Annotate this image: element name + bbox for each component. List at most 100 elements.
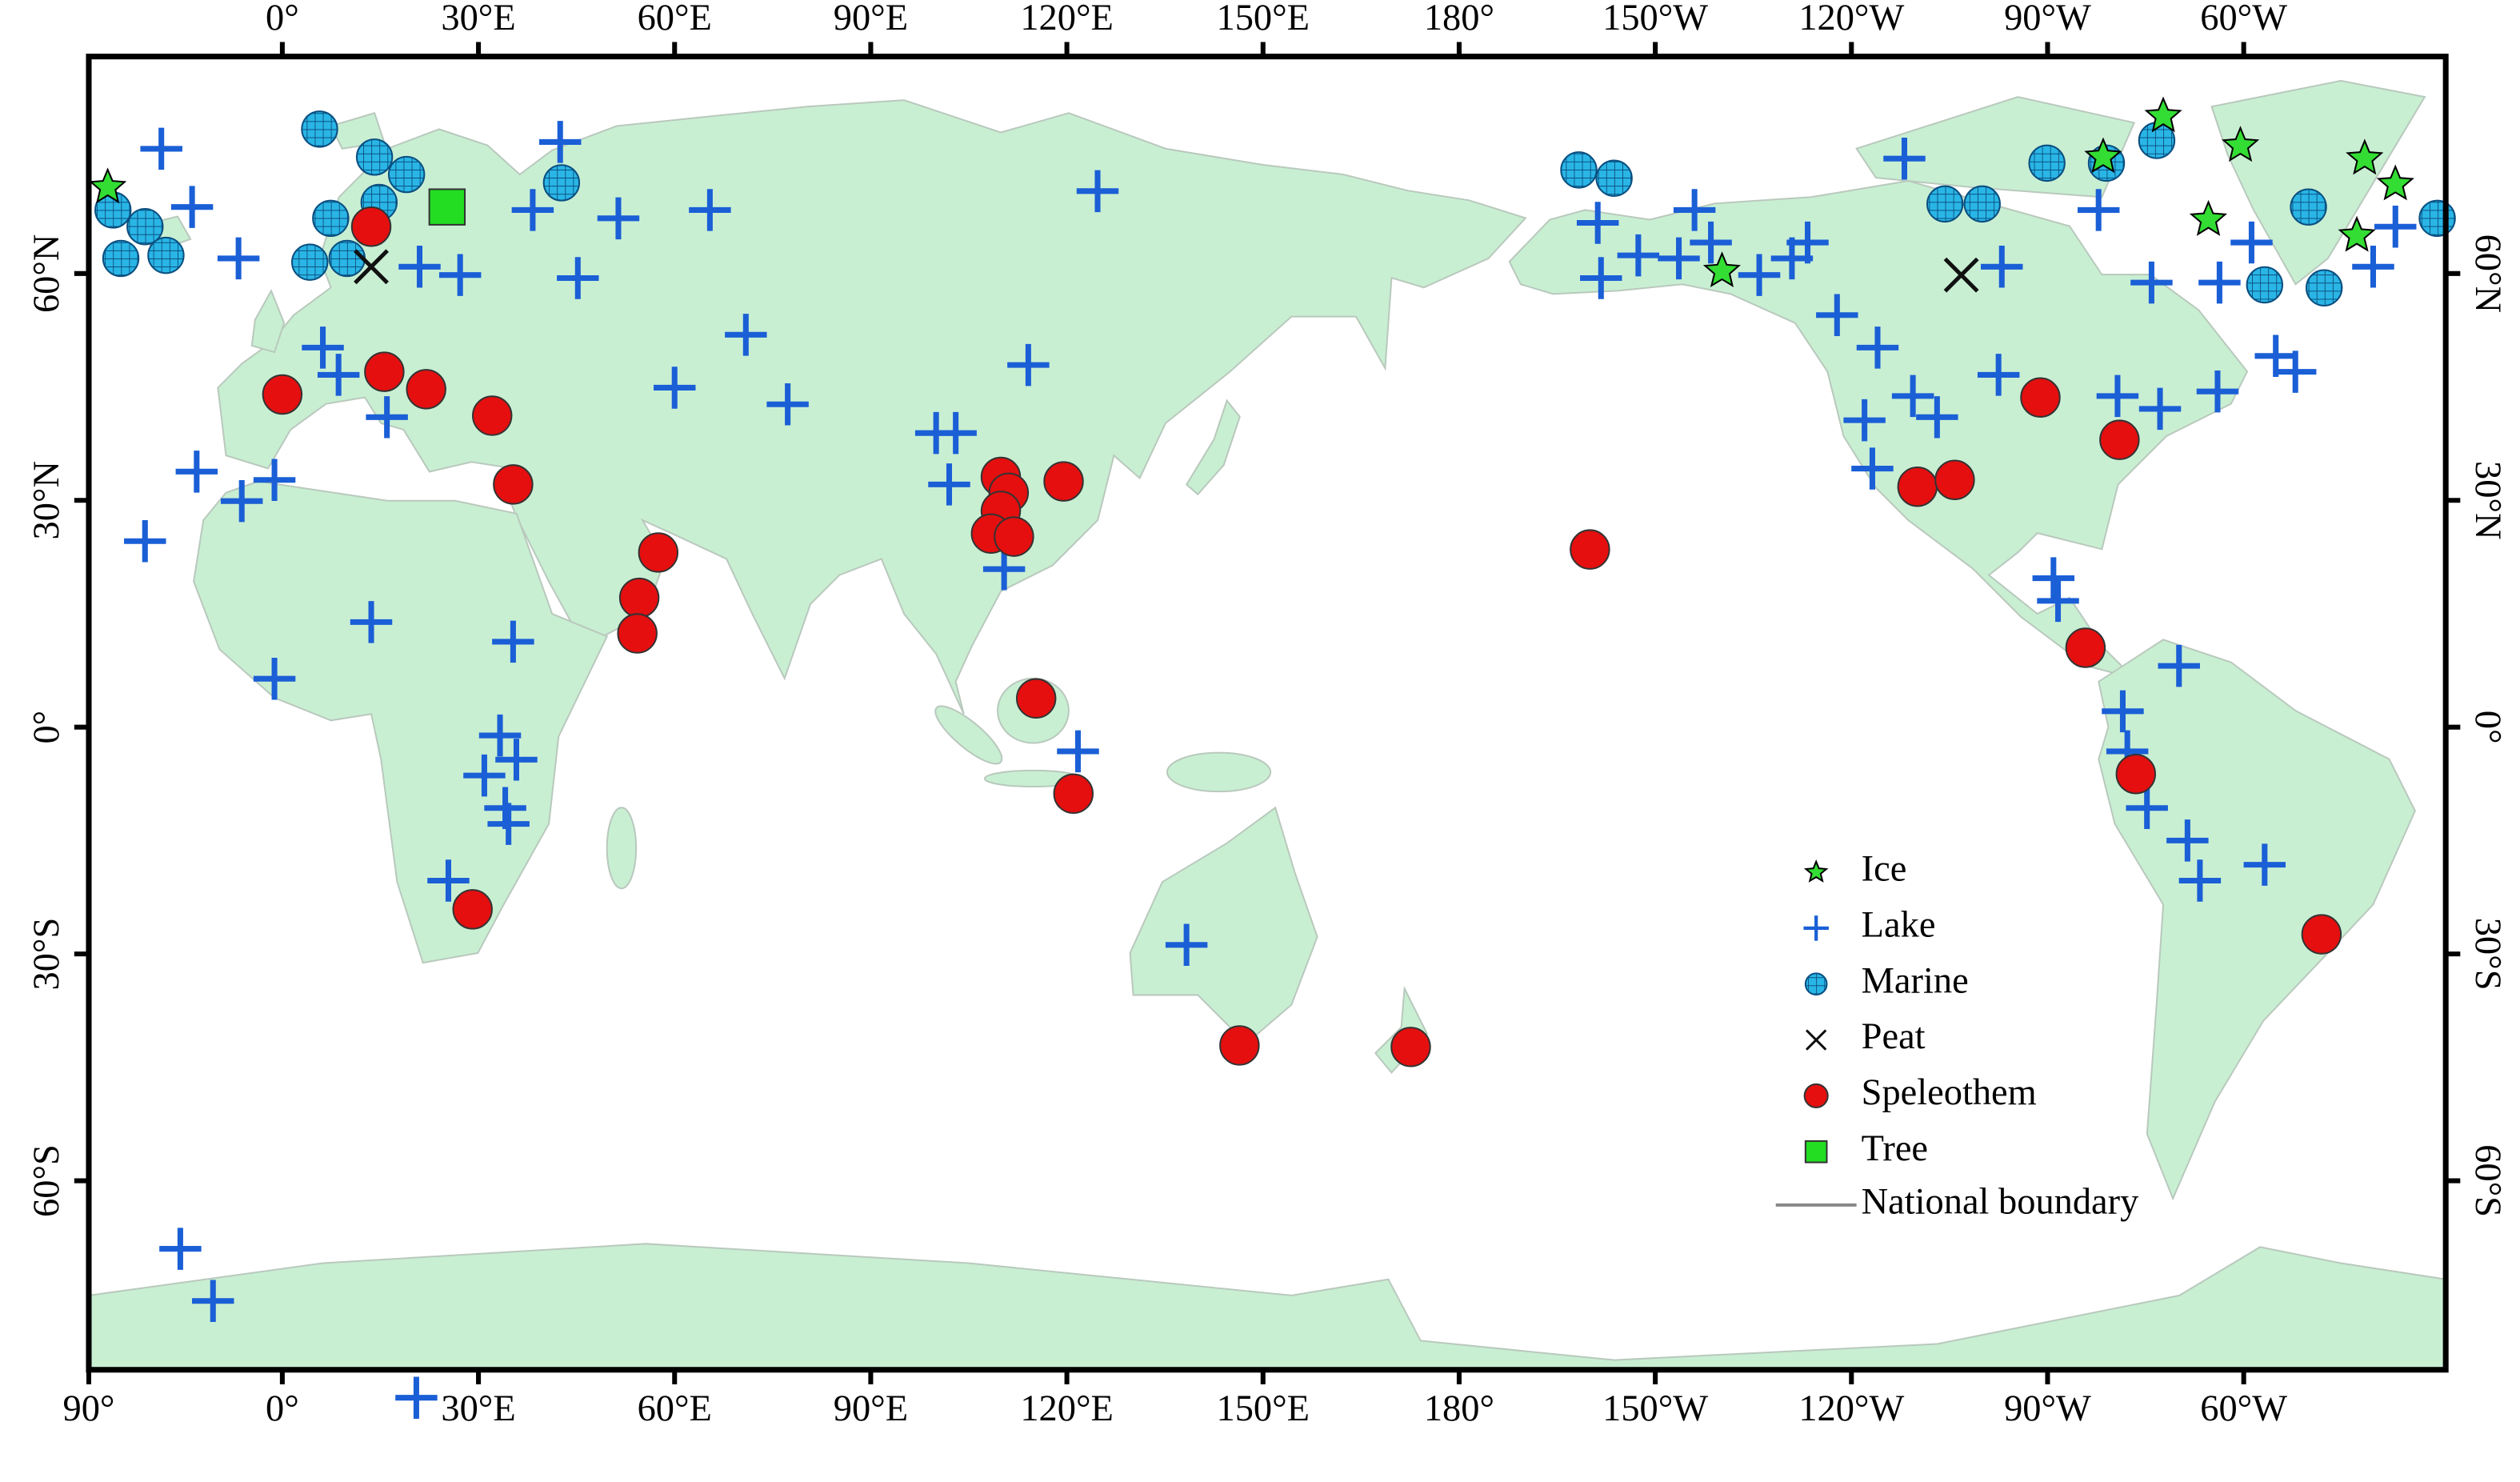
x-tick-label: 30°E xyxy=(441,0,515,38)
speleothem-marker xyxy=(1219,1025,1260,1066)
legend-marker xyxy=(1804,1140,1828,1164)
lake-marker xyxy=(1843,399,1886,442)
ice-marker xyxy=(89,167,127,204)
lake-marker xyxy=(170,186,214,228)
x-tick-label: 90°W xyxy=(2004,0,2091,38)
y-tick-label: 0° xyxy=(26,711,67,744)
speleothem-marker xyxy=(493,464,534,505)
lake-marker xyxy=(192,1280,234,1323)
x-tick-label: 90°E xyxy=(834,1388,908,1429)
legend-marker xyxy=(1803,915,1829,941)
lake-marker xyxy=(1883,137,1926,180)
x-tick-label: 60°W xyxy=(2200,1388,2287,1429)
lake-marker xyxy=(2274,350,2317,393)
x-tick-label: 180° xyxy=(1424,1388,1494,1429)
marine-marker xyxy=(301,110,338,148)
lake-marker xyxy=(220,479,263,523)
speleothem-marker xyxy=(364,351,405,392)
x-tick-label: 90° xyxy=(63,1388,115,1429)
lake-marker xyxy=(1576,202,1619,244)
lake-marker xyxy=(2102,690,2144,733)
ice-marker xyxy=(2189,199,2228,236)
lake-marker xyxy=(1981,246,2023,288)
speleothem-marker xyxy=(350,206,392,247)
speleothem-marker xyxy=(2099,419,2140,460)
lake-marker xyxy=(124,520,166,563)
lake-marker xyxy=(217,237,260,280)
lake-marker xyxy=(1916,396,1958,439)
lake-marker xyxy=(487,803,530,845)
ice-marker xyxy=(2144,96,2182,133)
lake-marker xyxy=(1673,189,1716,231)
lake-marker xyxy=(766,383,809,426)
ice-marker xyxy=(1702,251,1741,287)
south-america xyxy=(2098,639,2416,1201)
marine-marker xyxy=(542,164,581,202)
x-tick-label: 60°E xyxy=(638,0,712,38)
y-tick-label: 30°N xyxy=(2467,461,2508,540)
speleothem-marker xyxy=(1897,467,1938,507)
lake-marker xyxy=(253,459,296,501)
lake-marker xyxy=(2037,579,2079,623)
y-tick-label: 60°S xyxy=(2467,1144,2508,1217)
frame xyxy=(86,54,2449,1373)
speleothem-marker xyxy=(1934,459,1975,500)
x-tick-label: 150°E xyxy=(1217,1388,1310,1429)
legend-marker xyxy=(1804,972,1828,996)
speleothem-marker xyxy=(617,613,658,654)
legend-marker xyxy=(1803,859,1829,883)
lake-marker xyxy=(557,257,599,299)
lake-marker xyxy=(1856,326,1899,369)
lake-marker xyxy=(175,451,218,493)
speleothem-marker xyxy=(1053,773,1094,815)
legend-label: Tree xyxy=(1862,1128,1928,1169)
land xyxy=(88,79,2446,1370)
lake-marker xyxy=(511,189,554,231)
lake-marker xyxy=(317,354,360,396)
legend-label: Ice xyxy=(1862,849,1907,890)
lake-marker xyxy=(1165,923,1208,967)
lake-marker xyxy=(1770,237,1814,280)
y-tick-label: 60°N xyxy=(26,234,67,314)
speleothem-marker xyxy=(1043,461,1084,502)
lake-marker xyxy=(2096,375,2139,418)
lake-marker xyxy=(1076,170,1119,213)
lake-marker xyxy=(538,121,582,163)
ice-marker xyxy=(2222,126,2260,162)
speleothem-marker xyxy=(262,374,303,415)
new-guinea xyxy=(1166,751,1272,793)
lake-marker xyxy=(398,246,441,288)
ice-marker xyxy=(2084,137,2122,174)
marine-marker xyxy=(1926,185,1964,223)
marine-marker xyxy=(355,138,394,176)
lake-marker xyxy=(302,326,344,369)
lake-marker xyxy=(2032,557,2075,599)
lake-marker xyxy=(2198,261,2241,304)
speleothem-marker xyxy=(472,395,513,436)
x-tick-label: 150°E xyxy=(1217,0,1310,38)
lake-marker xyxy=(597,197,640,240)
legend-label: Marine xyxy=(1862,960,1969,1001)
lake-marker xyxy=(2374,205,2417,248)
speleothem-marker xyxy=(1570,529,1610,570)
speleothem-marker xyxy=(452,889,493,930)
australia xyxy=(1129,806,1318,1045)
marine-marker xyxy=(102,239,140,278)
madagascar xyxy=(606,807,638,890)
marine-marker xyxy=(126,208,164,246)
ice-marker xyxy=(2346,138,2384,175)
lake-marker xyxy=(1690,221,1732,264)
x-tick-label: 120°W xyxy=(1798,1388,1904,1429)
y-tick-label: 60°S xyxy=(26,1144,67,1217)
marine-marker xyxy=(291,243,329,281)
sumatra xyxy=(934,705,1003,765)
marine-marker xyxy=(1595,159,1633,197)
africa xyxy=(193,480,609,964)
marine-marker xyxy=(1963,185,2001,223)
x-tick-label: 150°W xyxy=(1602,1388,1708,1429)
north-america xyxy=(1508,180,2249,680)
lake-marker xyxy=(1057,730,1099,773)
arctic-islands xyxy=(1855,96,2136,198)
speleothem-marker xyxy=(2301,914,2342,955)
peat-marker xyxy=(354,249,390,285)
